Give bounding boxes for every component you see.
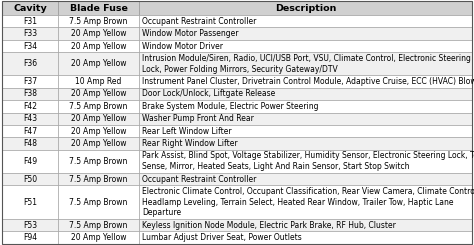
Text: 7.5 Amp Brown: 7.5 Amp Brown [69, 157, 128, 166]
Bar [58, 52, 139, 75]
Text: Park Assist, Blind Spot, Voltage Stabilizer, Humidity Sensor, Electronic Steerin: Park Assist, Blind Spot, Voltage Stabili… [142, 151, 474, 171]
Text: Window Motor Driver: Window Motor Driver [142, 41, 223, 50]
Text: Occupant Restraint Controller: Occupant Restraint Controller [142, 17, 256, 26]
Bar [2, 137, 58, 150]
Bar [139, 40, 472, 52]
Bar [58, 100, 139, 112]
Text: 20 Amp Yellow: 20 Amp Yellow [71, 233, 126, 242]
Text: F31: F31 [23, 17, 37, 26]
Text: F33: F33 [23, 29, 37, 38]
Bar [2, 112, 58, 125]
Text: F38: F38 [23, 89, 37, 98]
Text: F50: F50 [23, 175, 37, 184]
Bar [139, 231, 472, 244]
Text: 7.5 Amp Brown: 7.5 Amp Brown [69, 198, 128, 207]
Text: 7.5 Amp Brown: 7.5 Amp Brown [69, 102, 128, 111]
Bar [58, 125, 139, 137]
Text: Instrument Panel Cluster, Drivetrain Control Module, Adaptive Cruise, ECC (HVAC): Instrument Panel Cluster, Drivetrain Con… [142, 77, 474, 86]
Bar [2, 173, 58, 185]
Text: 20 Amp Yellow: 20 Amp Yellow [71, 127, 126, 136]
Bar [2, 219, 58, 231]
Text: 20 Amp Yellow: 20 Amp Yellow [71, 41, 126, 50]
Bar [58, 219, 139, 231]
Text: 20 Amp Yellow: 20 Amp Yellow [71, 114, 126, 123]
Bar [58, 40, 139, 52]
Text: Rear Right Window Lifter: Rear Right Window Lifter [142, 139, 238, 148]
Text: Keyless Ignition Node Module, Electric Park Brake, RF Hub, Cluster: Keyless Ignition Node Module, Electric P… [142, 220, 396, 230]
Text: Cavity: Cavity [13, 4, 47, 12]
Text: F34: F34 [23, 41, 37, 50]
Bar [139, 185, 472, 219]
Bar [2, 231, 58, 244]
Bar [139, 75, 472, 88]
Text: F42: F42 [23, 102, 37, 111]
Text: Description: Description [275, 4, 336, 12]
Text: F36: F36 [23, 59, 37, 68]
Text: F94: F94 [23, 233, 37, 242]
Bar [139, 219, 472, 231]
Text: Occupant Restraint Controller: Occupant Restraint Controller [142, 175, 256, 184]
Text: Rear Left Window Lifter: Rear Left Window Lifter [142, 127, 232, 136]
Text: 7.5 Amp Brown: 7.5 Amp Brown [69, 17, 128, 26]
Bar [58, 185, 139, 219]
Bar [2, 75, 58, 88]
Bar [2, 88, 58, 100]
Bar [58, 15, 139, 27]
Bar [139, 100, 472, 112]
Bar [2, 15, 58, 27]
Bar [58, 75, 139, 88]
Text: 10 Amp Red: 10 Amp Red [75, 77, 122, 86]
Text: 7.5 Amp Brown: 7.5 Amp Brown [69, 220, 128, 230]
Text: Intrusion Module/Siren, Radio, UCI/USB Port, VSU, Climate Control, Electronic St: Intrusion Module/Siren, Radio, UCI/USB P… [142, 54, 471, 74]
Bar [2, 100, 58, 112]
Text: 7.5 Amp Brown: 7.5 Amp Brown [69, 175, 128, 184]
Text: 20 Amp Yellow: 20 Amp Yellow [71, 29, 126, 38]
Text: F43: F43 [23, 114, 37, 123]
Text: 20 Amp Yellow: 20 Amp Yellow [71, 59, 126, 68]
Bar [139, 88, 472, 100]
Text: Window Motor Passenger: Window Motor Passenger [142, 29, 239, 38]
Bar [2, 40, 58, 52]
Bar [139, 173, 472, 185]
Bar [58, 112, 139, 125]
Text: Blade Fuse: Blade Fuse [70, 4, 128, 12]
Text: Door Lock/Unlock, Liftgate Release: Door Lock/Unlock, Liftgate Release [142, 89, 275, 98]
Bar [58, 173, 139, 185]
Bar [58, 137, 139, 150]
Bar [2, 185, 58, 219]
Bar [58, 88, 139, 100]
Bar [58, 150, 139, 173]
Bar [139, 137, 472, 150]
Text: Electronic Climate Control, Occupant Classification, Rear View Camera, Climate C: Electronic Climate Control, Occupant Cla… [142, 187, 474, 217]
Bar [58, 27, 139, 40]
Text: Brake System Module, Electric Power Steering: Brake System Module, Electric Power Stee… [142, 102, 319, 111]
Bar [139, 125, 472, 137]
Bar [2, 52, 58, 75]
Text: F49: F49 [23, 157, 37, 166]
Text: Lumbar Adjust Driver Seat, Power Outlets: Lumbar Adjust Driver Seat, Power Outlets [142, 233, 302, 242]
Text: 20 Amp Yellow: 20 Amp Yellow [71, 89, 126, 98]
Text: F47: F47 [23, 127, 37, 136]
Bar [2, 1, 58, 15]
Text: Washer Pump Front And Rear: Washer Pump Front And Rear [142, 114, 254, 123]
Bar [58, 1, 139, 15]
Text: F53: F53 [23, 220, 37, 230]
Bar [139, 15, 472, 27]
Text: F48: F48 [23, 139, 37, 148]
Bar [2, 125, 58, 137]
Text: F37: F37 [23, 77, 37, 86]
Bar [139, 52, 472, 75]
Bar [139, 112, 472, 125]
Bar [139, 27, 472, 40]
Bar [139, 1, 472, 15]
Bar [139, 150, 472, 173]
Bar [2, 150, 58, 173]
Text: F51: F51 [23, 198, 37, 207]
Bar [2, 27, 58, 40]
Text: 20 Amp Yellow: 20 Amp Yellow [71, 139, 126, 148]
Bar [58, 231, 139, 244]
